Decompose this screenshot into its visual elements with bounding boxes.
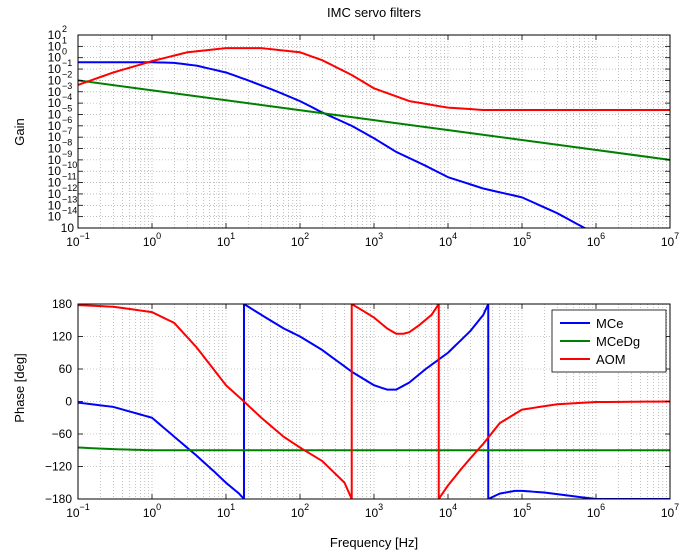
legend: MCe MCeDg AOM: [551, 309, 667, 373]
gain-xtick-label: 103: [365, 231, 383, 249]
gain-ytick-exponent: −7: [62, 126, 72, 136]
gain-ytick-label: 10: [48, 39, 62, 53]
gain-xtick-label: 105: [513, 231, 531, 249]
gain-ytick-label: 10: [48, 176, 62, 190]
gain-xtick-label: 100: [143, 231, 161, 249]
gain-ytick-label: 10: [48, 130, 62, 144]
gain-ytick-exponent: 0: [62, 47, 67, 57]
gain-ytick-label: 10: [48, 187, 62, 201]
phase-series-aom: [78, 304, 670, 499]
gain-ytick-label: 10: [48, 210, 62, 224]
gain-ytick-exponent: −2: [62, 69, 72, 79]
gain-series-aom: [78, 47, 670, 111]
phase-xtick-label: 101: [217, 502, 235, 520]
gain-ytick-exponent: −5: [62, 103, 72, 113]
gain-ytick-label: 10: [48, 85, 62, 99]
phase-ytick-label: 60: [59, 362, 73, 376]
gain-series-mcedg: [78, 79, 670, 161]
phase-ytick-label: −60: [52, 427, 73, 441]
phase-ytick-label: −180: [45, 492, 72, 506]
phase-grid: [78, 304, 670, 499]
phase-ticks: 10−1 100 101 102 103 104 105 106 107 180 120 60 0 −60…: [45, 297, 679, 520]
phase-xtick-label: 106: [587, 502, 605, 520]
legend-label-mce: MCe: [596, 316, 623, 331]
phase-panel: Phase [deg] Frequency [Hz] 10−1 100 101 102…: [12, 297, 679, 550]
gain-ytick-exponent: −10: [62, 160, 77, 170]
gain-ytick-label: 10: [48, 73, 62, 87]
phase-axes-frame: [77, 303, 671, 500]
gain-xtick-label: 106: [587, 231, 605, 249]
phase-xtick-label: 100: [143, 502, 161, 520]
gain-ytick-exponent: −8: [62, 138, 72, 148]
gain-ytick-label: 10: [48, 62, 62, 76]
gain-xtick-label: 104: [439, 231, 457, 249]
phase-series-mce: [78, 304, 670, 499]
phase-xtick-label: 104: [439, 502, 457, 520]
legend-label-aom: AOM: [596, 352, 626, 367]
gain-ytick-label: 10: [48, 153, 62, 167]
gain-ytick-label: 10: [48, 119, 62, 133]
gain-xtick-label: 101: [217, 231, 235, 249]
legend-label-mcedg: MCeDg: [596, 334, 640, 349]
gain-ytick-label: 10: [48, 164, 62, 178]
gain-ylabel: Gain: [12, 118, 27, 145]
gain-ytick-exponent: −6: [62, 115, 72, 125]
gain-series: [78, 47, 670, 228]
gain-chart-title: IMC servo filters: [327, 5, 421, 20]
phase-xtick-label: 102: [291, 502, 309, 520]
gain-ytick-exponent: 2: [62, 24, 67, 34]
gain-ytick-exponent: −9: [62, 149, 72, 159]
gain-ytick-label: 10: [48, 142, 62, 156]
phase-series-mcedg: [78, 446, 670, 452]
phase-xlabel: Frequency [Hz]: [330, 535, 418, 550]
gain-ytick-exponent: −14: [62, 206, 77, 216]
gain-ytick-exponent: −11: [62, 172, 77, 182]
gain-panel: IMC servo filters Gain 10−1 100 101 102 103 1…: [12, 5, 679, 249]
phase-ytick-label: 0: [65, 395, 72, 409]
phase-ytick-label: 180: [52, 297, 72, 311]
gain-series-mce: [78, 61, 589, 228]
phase-xtick-label: 103: [365, 502, 383, 520]
gain-ytick-exponent: 1: [62, 35, 67, 45]
phase-ytick-label: −120: [45, 460, 72, 474]
phase-ylabel: Phase [deg]: [12, 353, 27, 422]
gain-ytick-label: 10: [48, 28, 62, 42]
gain-ytick-label: 10: [48, 51, 62, 65]
gain-ytick-label: 10: [48, 198, 62, 212]
gain-ytick-exponent: −4: [62, 92, 72, 102]
gain-ytick-exponent: −12: [62, 183, 77, 193]
phase-series: [78, 304, 670, 499]
gain-ytick-label: 10: [48, 96, 62, 110]
gain-ytick-label: 10: [61, 221, 75, 235]
phase-xtick-label: 10−1: [66, 502, 90, 520]
gain-ytick-exponent: −13: [62, 194, 77, 204]
gain-xtick-label: 107: [661, 231, 679, 249]
gain-xtick-label: 10−1: [66, 231, 90, 249]
gain-grid: [78, 35, 670, 228]
gain-ytick-exponent: −1: [62, 58, 72, 68]
gain-ytick-exponent: −3: [62, 81, 72, 91]
phase-xtick-label: 105: [513, 502, 531, 520]
phase-xtick-label: 107: [661, 502, 679, 520]
gain-axes-frame: [77, 34, 671, 229]
gain-ytick-label: 10: [48, 107, 62, 121]
gain-xtick-label: 102: [291, 231, 309, 249]
phase-ytick-label: 120: [52, 330, 72, 344]
gain-ticks: 10−1 100 101 102 103 104 105 106 1071010−1410−13…: [48, 24, 680, 249]
